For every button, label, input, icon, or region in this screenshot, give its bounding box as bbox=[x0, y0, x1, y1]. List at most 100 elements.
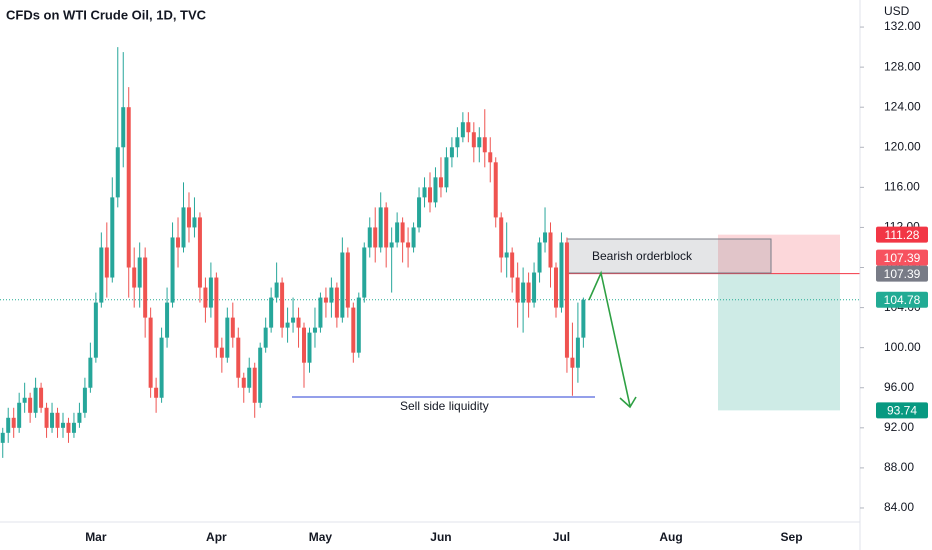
price-label: 111.28 bbox=[885, 228, 920, 242]
candle-body bbox=[553, 267, 558, 308]
candle-body bbox=[99, 247, 104, 303]
candle-body bbox=[44, 407, 49, 428]
candle-body bbox=[71, 422, 76, 433]
candle-body bbox=[378, 207, 383, 248]
candle-body bbox=[148, 317, 153, 388]
candle-body bbox=[570, 357, 575, 368]
candle-body bbox=[214, 277, 219, 348]
candle-body bbox=[302, 327, 307, 363]
candle-body bbox=[230, 317, 235, 338]
price-label-box bbox=[876, 291, 928, 308]
candle-body bbox=[17, 402, 22, 428]
candle-body bbox=[406, 242, 411, 248]
x-tick-label: Mar bbox=[85, 530, 107, 544]
price-label: 107.39 bbox=[884, 267, 921, 281]
candle-body bbox=[537, 242, 542, 273]
candle-body bbox=[33, 387, 38, 413]
candle-body bbox=[28, 397, 33, 413]
candle-body bbox=[39, 387, 44, 408]
candle-body bbox=[482, 137, 487, 153]
candle-body bbox=[176, 237, 181, 248]
candle-body bbox=[340, 252, 345, 318]
candle-body bbox=[280, 282, 285, 328]
candle-body bbox=[22, 397, 27, 403]
price-label: 107.39 bbox=[884, 251, 921, 265]
candle-body bbox=[400, 222, 405, 243]
x-tick-label: Apr bbox=[206, 530, 227, 544]
currency-label: USD bbox=[884, 4, 910, 18]
x-tick-label: Jun bbox=[430, 530, 451, 544]
x-tick-label: Sep bbox=[781, 530, 803, 544]
x-tick-label: Jul bbox=[553, 530, 570, 544]
candle-body bbox=[362, 247, 367, 298]
y-tick-label: 96.00 bbox=[884, 380, 914, 394]
y-tick-label: 132.00 bbox=[884, 19, 921, 33]
candle-body bbox=[575, 337, 580, 368]
candle-body bbox=[411, 227, 416, 248]
candle-body bbox=[170, 237, 175, 303]
candle-body bbox=[55, 412, 60, 428]
candle-body bbox=[50, 412, 55, 428]
candle-body bbox=[543, 232, 548, 243]
candle-body bbox=[460, 122, 465, 138]
candle-body bbox=[291, 317, 296, 323]
y-tick-label: 100.00 bbox=[884, 340, 921, 354]
orderblock-label: Bearish orderblock bbox=[592, 249, 693, 263]
y-tick-label: 124.00 bbox=[884, 99, 921, 113]
candle-body bbox=[581, 299, 586, 338]
candle-body bbox=[504, 252, 509, 258]
x-tick-label: May bbox=[309, 530, 333, 544]
x-tick-label: Aug bbox=[659, 530, 682, 544]
candle-body bbox=[181, 207, 186, 248]
y-tick-label: 84.00 bbox=[884, 500, 914, 514]
candle-body bbox=[60, 422, 65, 428]
candle-body bbox=[417, 197, 422, 228]
candle-body bbox=[165, 302, 170, 338]
chart-title: CFDs on WTI Crude Oil, 1D, TVC bbox=[6, 7, 207, 22]
price-label-box bbox=[876, 265, 928, 282]
candle-body bbox=[395, 222, 400, 243]
candle-body bbox=[345, 252, 350, 308]
candle-body bbox=[137, 257, 142, 288]
candle-body bbox=[197, 217, 202, 288]
arrow-head bbox=[619, 396, 637, 409]
candle-body bbox=[499, 217, 504, 258]
candle-body bbox=[285, 322, 290, 328]
candle-body bbox=[269, 297, 274, 328]
candle-body bbox=[203, 287, 208, 308]
candle-body bbox=[318, 297, 323, 328]
candle-body bbox=[329, 287, 334, 303]
candle-body bbox=[433, 177, 438, 203]
candle-body bbox=[82, 387, 87, 413]
candle-body bbox=[154, 387, 159, 398]
price-label-box bbox=[876, 226, 928, 243]
candle-body bbox=[564, 242, 569, 358]
projection-arrow bbox=[588, 270, 631, 407]
candle-body bbox=[88, 357, 93, 388]
candle-body bbox=[455, 137, 460, 148]
candle-body bbox=[307, 332, 312, 363]
candle-body bbox=[208, 277, 213, 308]
candle-body bbox=[110, 197, 115, 278]
candle-body bbox=[312, 327, 317, 333]
candle-body bbox=[115, 147, 120, 198]
candle-body bbox=[225, 317, 230, 358]
price-label-box bbox=[876, 249, 928, 266]
candle-body bbox=[263, 327, 268, 348]
y-tick-label: 128.00 bbox=[884, 59, 921, 73]
target-zone bbox=[718, 273, 840, 411]
candle-body bbox=[219, 347, 224, 358]
candle-body bbox=[532, 272, 537, 303]
candle-body bbox=[241, 377, 246, 388]
candle-body bbox=[0, 432, 5, 443]
candle-body bbox=[477, 137, 482, 148]
candle-body bbox=[428, 187, 432, 203]
candle-body bbox=[11, 417, 16, 428]
candle-body bbox=[77, 412, 82, 423]
candle-body bbox=[132, 267, 137, 288]
candle-body bbox=[438, 177, 443, 188]
candle-body bbox=[548, 232, 553, 268]
candle-body bbox=[334, 287, 339, 318]
candle-body bbox=[488, 152, 493, 163]
